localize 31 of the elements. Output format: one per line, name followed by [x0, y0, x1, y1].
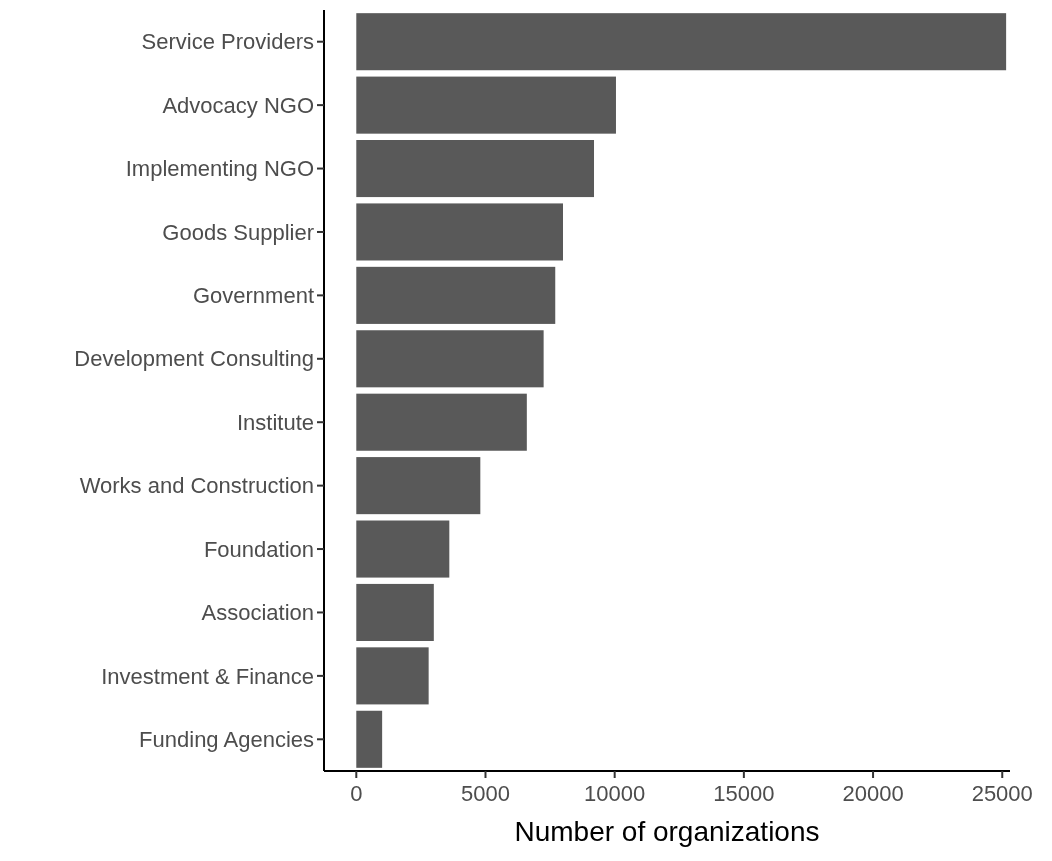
bar	[356, 647, 429, 705]
y-tick-label: Institute	[236, 409, 314, 435]
bar	[356, 457, 481, 515]
bar	[356, 140, 595, 198]
y-tick-label: Foundation	[203, 536, 314, 562]
y-tick-label: Works and Construction	[79, 473, 314, 499]
y-tick-label: Association	[201, 600, 314, 626]
bar	[356, 13, 1007, 71]
bar	[356, 266, 556, 324]
bar	[356, 710, 383, 768]
x-tick-label: 15000	[713, 781, 775, 806]
x-axis-title: Number of organizations	[514, 816, 820, 847]
bar	[356, 203, 563, 261]
y-tick-label: Service Providers	[141, 29, 314, 55]
y-tick-label: Advocacy NGO	[162, 92, 314, 118]
y-tick-label: Implementing NGO	[125, 156, 314, 182]
x-tick-label: 0	[350, 781, 363, 806]
bar	[356, 583, 434, 641]
y-tick-label: Goods Supplier	[162, 219, 314, 245]
bar	[356, 520, 450, 578]
x-tick-label: 5000	[461, 781, 510, 806]
bar	[356, 393, 527, 451]
y-tick-label: Investment & Finance	[101, 663, 314, 689]
y-tick-label: Funding Agencies	[139, 726, 314, 752]
bar	[356, 76, 616, 134]
x-tick-label: 20000	[842, 781, 904, 806]
x-tick-label: 25000	[971, 781, 1033, 806]
y-tick-label: Development Consulting	[74, 346, 314, 372]
x-tick-label: 10000	[584, 781, 646, 806]
y-tick-label: Government	[192, 283, 314, 309]
bar	[356, 330, 544, 388]
